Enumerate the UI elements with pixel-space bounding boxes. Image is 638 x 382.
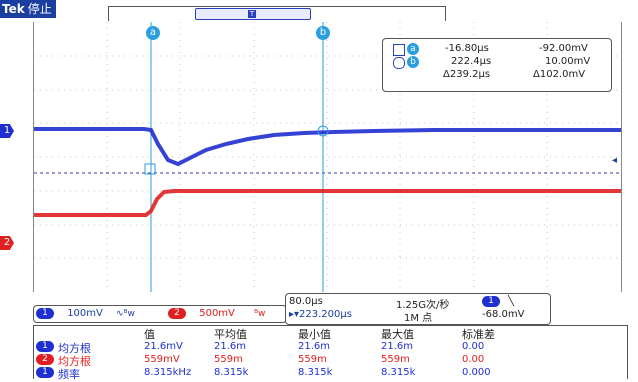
ch1-marker-label: 1: [3, 125, 11, 136]
record-length: 1M 点: [404, 313, 433, 324]
ch1-marker[interactable]: 1: [0, 124, 14, 138]
meas-cell-mean: 8.315k: [214, 367, 249, 378]
meas-row-channel: 1: [42, 367, 48, 377]
meas-cell-max: 8.315k: [381, 367, 416, 378]
cursor-a-badge-label: a: [410, 44, 416, 54]
cursor-a-badge: a: [407, 43, 419, 55]
meas-header-max: 最大值: [381, 328, 414, 341]
brand-logo: Tek: [2, 2, 25, 16]
cursor-a-icon: [393, 44, 405, 56]
channel-settings-bar: 1 100mV ∿ᴮw 2 500mV ᴮw: [33, 305, 287, 323]
ch2-badge-label: 2: [174, 307, 180, 318]
ch1-badge-label: 1: [42, 307, 48, 318]
trigger-position-icon: T: [248, 10, 256, 18]
ch1-badge[interactable]: 1: [36, 307, 54, 319]
cursor-b-icon: [393, 57, 405, 69]
meas-row-name: 均方根: [58, 355, 91, 368]
cursor-b-badge: b: [407, 56, 419, 68]
cursor-b-time: 222.4µs: [451, 56, 492, 67]
meas-cell-mean: 21.6m: [214, 341, 247, 352]
ch1-scale: 100mV: [67, 308, 103, 319]
meas-row-name: 频率: [58, 368, 80, 381]
ch2-coupling-icon: ᴮw: [254, 309, 266, 319]
ch1-waveform: [34, 127, 621, 167]
cursor-delta-time: Δ239.2µs: [443, 69, 491, 80]
meas-cell-min: 8.315k: [298, 367, 333, 378]
meas-cell-stddev: 0.000: [462, 367, 491, 378]
trigger-slope-icon: ╲: [508, 296, 515, 307]
meas-cell-value: 21.6mV: [144, 341, 183, 352]
meas-cell-value: 559mV: [144, 354, 180, 365]
brand-status: Tek 停止: [0, 0, 56, 18]
meas-row[interactable]: 2 均方根 559mV 559m 559m 559m 0.00: [34, 353, 627, 368]
cursor-b-tab-label: b: [319, 27, 327, 38]
meas-row-channel-badge: 1: [36, 367, 54, 378]
meas-row-channel: 1: [42, 341, 48, 351]
meas-cell-max: 21.6m: [381, 341, 414, 352]
ch2-waveform: [34, 189, 621, 217]
trigger-position[interactable]: ▸▾223.200µs: [289, 309, 352, 320]
meas-row[interactable]: 1 均方根 21.6mV 21.6m 21.6m 21.6m 0.00: [34, 340, 627, 355]
bottom-panel: 1 100mV ∿ᴮw 2 500mV ᴮw 80.0µs 1.25G次/秒 ▸…: [33, 293, 628, 381]
sample-rate: 1.25G次/秒: [396, 300, 450, 311]
meas-header-stddev: 标准差: [462, 328, 495, 341]
waveform-display[interactable]: ◂ a b a -16.80µs -92.00mV b 222.4µs 10.0…: [33, 22, 622, 292]
run-stop-status: 停止: [27, 2, 52, 16]
cursor-a-tab-label: a: [149, 27, 157, 38]
ch1-coupling-icon: ∿ᴮw: [116, 309, 135, 319]
cursor-a-crosshair: [144, 163, 156, 175]
trigger-source-label: 1: [488, 296, 494, 306]
measurements-table: 值 平均值 最小值 最大值 标准差 1 均方根 21.6mV 21.6m 21.…: [33, 325, 628, 381]
meas-cell-mean: 559m: [214, 354, 243, 365]
cursor-b-tab[interactable]: b: [316, 26, 330, 40]
meas-header-mean: 平均值: [214, 328, 247, 341]
cursor-a-tab[interactable]: a: [146, 26, 160, 40]
ch2-marker-label: 2: [3, 237, 11, 248]
meas-cell-stddev: 0.00: [462, 354, 485, 365]
meas-cell-stddev: 0.00: [462, 341, 485, 352]
trigger-level[interactable]: -68.0mV: [482, 309, 525, 320]
cursor-a-voltage: -92.00mV: [539, 43, 588, 54]
horizontal-scale[interactable]: 80.0µs: [289, 296, 323, 307]
cursor-readout-panel: a -16.80µs -92.00mV b 222.4µs 10.00mV Δ2…: [382, 38, 612, 92]
cursor-delta-voltage: Δ102.0mV: [533, 69, 586, 80]
ch2-badge[interactable]: 2: [168, 307, 187, 319]
trigger-level-arrow-icon: ◂: [612, 155, 617, 166]
meas-row[interactable]: 1 频率 8.315kHz 8.315k 8.315k 8.315k 0.000: [34, 366, 627, 381]
cursor-b-crosshair: [317, 125, 329, 137]
cursor-b-badge-label: b: [410, 57, 416, 67]
cursor-a-time: -16.80µs: [445, 43, 489, 54]
meas-cell-value: 8.315kHz: [144, 367, 192, 378]
meas-cell-min: 21.6m: [298, 341, 331, 352]
ch2-marker[interactable]: 2: [0, 236, 14, 250]
ch2-scale: 500mV: [199, 308, 235, 319]
meas-header-min: 最小值: [298, 328, 331, 341]
trigger-source-badge: 1: [482, 296, 500, 307]
meas-header-value: 值: [144, 328, 155, 341]
meas-cell-max: 559m: [381, 354, 410, 365]
timebase-trigger-panel: 80.0µs 1.25G次/秒 ▸▾223.200µs 1M 点 1 ╲ -68…: [285, 293, 551, 325]
cursor-b-voltage: 10.00mV: [545, 56, 591, 67]
trigger-position-indicator: T: [195, 8, 311, 20]
waveform-graticule: ◂: [34, 22, 621, 292]
meas-row-name: 均方根: [58, 342, 91, 355]
meas-row-channel-badge: 2: [36, 354, 54, 365]
meas-row-channel-badge: 1: [36, 341, 54, 352]
meas-row-channel: 2: [42, 354, 48, 364]
meas-cell-min: 559m: [298, 354, 327, 365]
status-bar: Tek 停止 T: [0, 0, 638, 22]
